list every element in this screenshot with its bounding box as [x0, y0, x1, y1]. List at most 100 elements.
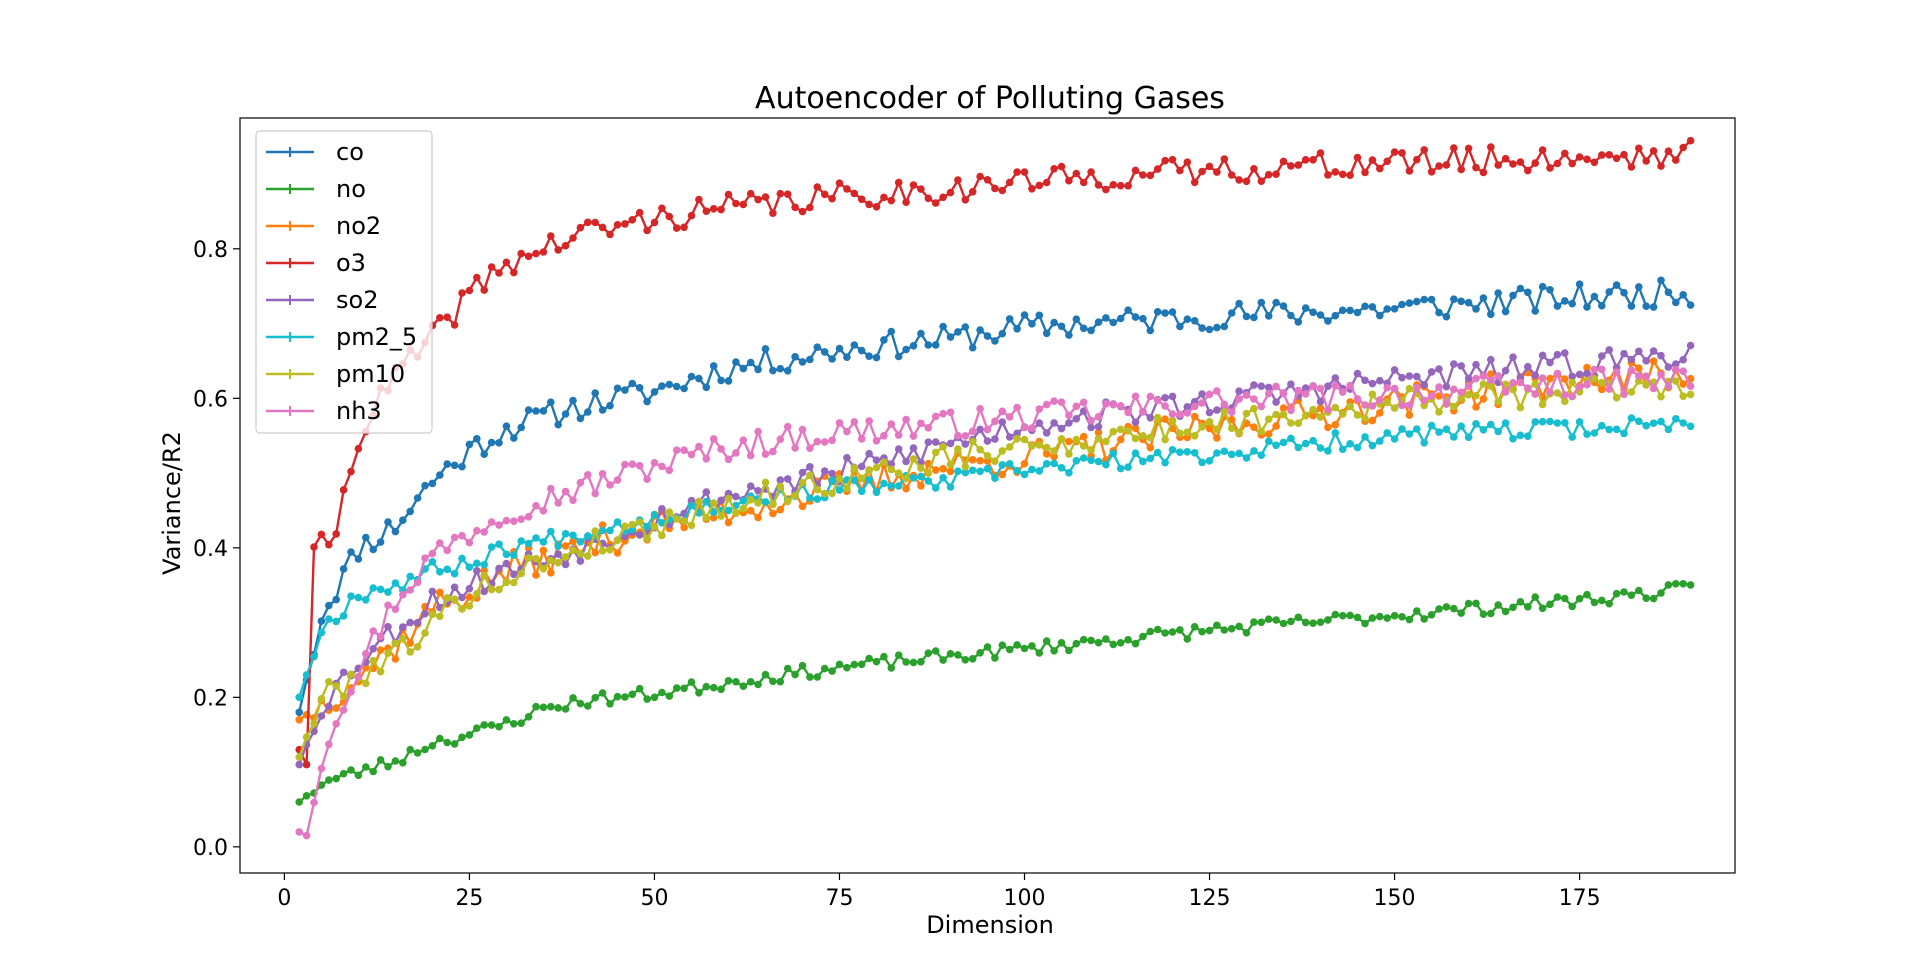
data-point-no2: [1079, 432, 1088, 441]
data-point-co: [1153, 308, 1162, 316]
data-point-co: [983, 332, 992, 340]
data-point-no: [613, 692, 622, 701]
data-point-o3: [1472, 163, 1480, 172]
data-point-o3: [1168, 155, 1177, 164]
data-point-co: [732, 358, 740, 366]
data-point-co: [1168, 308, 1177, 316]
data-point-no: [1035, 649, 1044, 657]
data-point-so2: [1509, 353, 1517, 362]
data-point-no: [1287, 617, 1295, 626]
data-point-pm2_5: [1575, 418, 1584, 426]
data-point-co: [539, 407, 548, 415]
data-point-pm10: [1131, 434, 1140, 443]
data-point-co: [591, 389, 599, 397]
data-point-pm2_5: [1198, 458, 1206, 467]
data-point-so2: [1598, 352, 1606, 360]
data-point-no2: [1561, 375, 1569, 383]
data-point-no: [1146, 627, 1155, 636]
data-point-nh3: [835, 419, 844, 427]
data-point-pm10: [1057, 435, 1066, 443]
data-point-so2: [413, 618, 422, 627]
data-point-so2: [1205, 408, 1214, 417]
data-point-so2: [465, 584, 474, 593]
data-point-co: [1398, 300, 1406, 309]
data-point-pm2_5: [443, 565, 452, 574]
data-point-so2: [746, 482, 755, 491]
data-point-pm10: [1198, 423, 1206, 431]
data-point-no: [376, 756, 385, 764]
data-point-nh3: [1324, 406, 1332, 414]
data-point-pm2_5: [687, 501, 696, 510]
data-point-co: [362, 533, 370, 542]
data-point-no2: [746, 506, 755, 515]
data-point-no: [1353, 613, 1362, 622]
data-point-pm2_5: [1116, 464, 1125, 473]
data-point-no: [443, 738, 452, 747]
data-point-so2: [384, 623, 392, 631]
data-point-o3: [894, 178, 903, 187]
data-point-nh3: [1657, 370, 1665, 379]
data-point-no2: [1324, 423, 1332, 432]
data-point-pm10: [458, 605, 466, 613]
data-point-pm10: [628, 520, 637, 529]
data-point-pm10: [1561, 397, 1569, 406]
data-point-nh3: [362, 650, 370, 658]
data-point-no: [1102, 635, 1110, 643]
data-point-pm2_5: [1612, 425, 1621, 434]
data-point-co: [1205, 325, 1214, 334]
data-point-nh3: [332, 720, 341, 728]
data-point-no: [1686, 581, 1695, 589]
data-point-nh3: [1605, 385, 1613, 393]
data-point-co: [1161, 309, 1169, 317]
data-point-so2: [1501, 366, 1510, 375]
data-point-pm2_5: [547, 527, 555, 536]
data-point-pm10: [680, 517, 688, 525]
data-point-o3: [1605, 151, 1613, 159]
data-point-nh3: [450, 533, 459, 542]
data-point-no2: [1020, 459, 1029, 468]
data-point-o3: [1346, 171, 1354, 179]
data-point-no: [1013, 641, 1021, 649]
data-point-so2: [783, 475, 792, 483]
data-point-co: [1479, 294, 1488, 302]
data-point-nh3: [1057, 398, 1066, 407]
data-point-pm10: [1294, 419, 1303, 428]
data-point-nh3: [968, 427, 977, 436]
data-point-pm2_5: [1057, 464, 1066, 472]
data-point-nh3: [769, 447, 777, 456]
data-point-o3: [1213, 168, 1221, 176]
data-point-pm2_5: [1487, 420, 1495, 429]
data-point-nh3: [1353, 395, 1362, 403]
data-point-so2: [576, 557, 585, 565]
data-point-o3: [1598, 151, 1606, 159]
data-point-o3: [532, 249, 540, 258]
data-point-nh3: [1294, 386, 1303, 395]
data-point-nh3: [1627, 366, 1636, 375]
data-point-o3: [1479, 168, 1488, 177]
data-point-pm2_5: [1065, 469, 1073, 477]
data-point-o3: [813, 183, 822, 191]
data-point-no2: [362, 663, 370, 672]
data-point-nh3: [1183, 409, 1192, 417]
data-point-pm2_5: [1501, 419, 1510, 427]
data-point-nh3: [1413, 383, 1421, 392]
data-point-nh3: [369, 627, 378, 635]
data-point-no2: [1065, 437, 1073, 446]
data-point-co: [968, 343, 977, 352]
data-point-o3: [584, 218, 592, 227]
data-point-no: [931, 647, 940, 655]
x-tick-label: 25: [455, 886, 483, 911]
data-point-o3: [754, 195, 762, 204]
data-point-o3: [783, 190, 792, 198]
data-point-pm2_5: [1642, 421, 1650, 430]
data-point-o3: [1524, 166, 1532, 175]
data-point-no: [1509, 603, 1517, 612]
data-point-no: [754, 680, 762, 689]
axes-frame: [239, 117, 1736, 874]
data-point-pm10: [391, 639, 400, 648]
data-point-nh3: [1642, 372, 1650, 381]
data-point-o3: [436, 314, 444, 322]
data-point-no: [1612, 589, 1621, 598]
data-point-co: [547, 398, 555, 407]
data-point-no: [1383, 614, 1391, 622]
